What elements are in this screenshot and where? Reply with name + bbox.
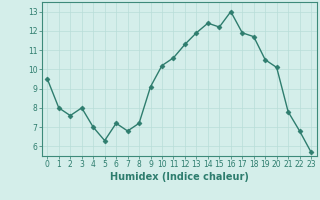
X-axis label: Humidex (Indice chaleur): Humidex (Indice chaleur) xyxy=(110,172,249,182)
